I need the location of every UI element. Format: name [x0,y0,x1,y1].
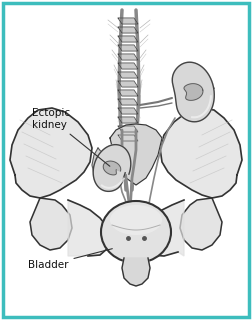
Polygon shape [118,117,138,123]
Polygon shape [180,198,222,250]
Polygon shape [122,258,150,286]
Polygon shape [118,90,138,96]
Polygon shape [148,200,184,256]
Polygon shape [93,145,131,191]
Polygon shape [118,36,138,42]
Polygon shape [118,63,138,69]
Polygon shape [160,108,242,198]
Polygon shape [184,84,203,100]
Polygon shape [118,72,138,78]
Polygon shape [110,124,162,185]
Polygon shape [118,108,138,114]
Polygon shape [30,198,72,250]
Polygon shape [92,148,114,185]
Ellipse shape [110,205,162,235]
Text: Ectopic
kidney: Ectopic kidney [32,108,110,166]
Polygon shape [118,45,138,51]
Polygon shape [118,99,138,105]
Polygon shape [103,161,121,175]
Polygon shape [10,108,92,198]
Polygon shape [118,135,138,141]
Polygon shape [68,200,110,256]
Polygon shape [118,54,138,60]
Polygon shape [118,27,138,33]
Text: Bladder: Bladder [28,249,112,270]
Ellipse shape [101,201,171,263]
Polygon shape [118,81,138,87]
Polygon shape [172,62,214,122]
Polygon shape [118,18,138,24]
Polygon shape [118,126,138,132]
